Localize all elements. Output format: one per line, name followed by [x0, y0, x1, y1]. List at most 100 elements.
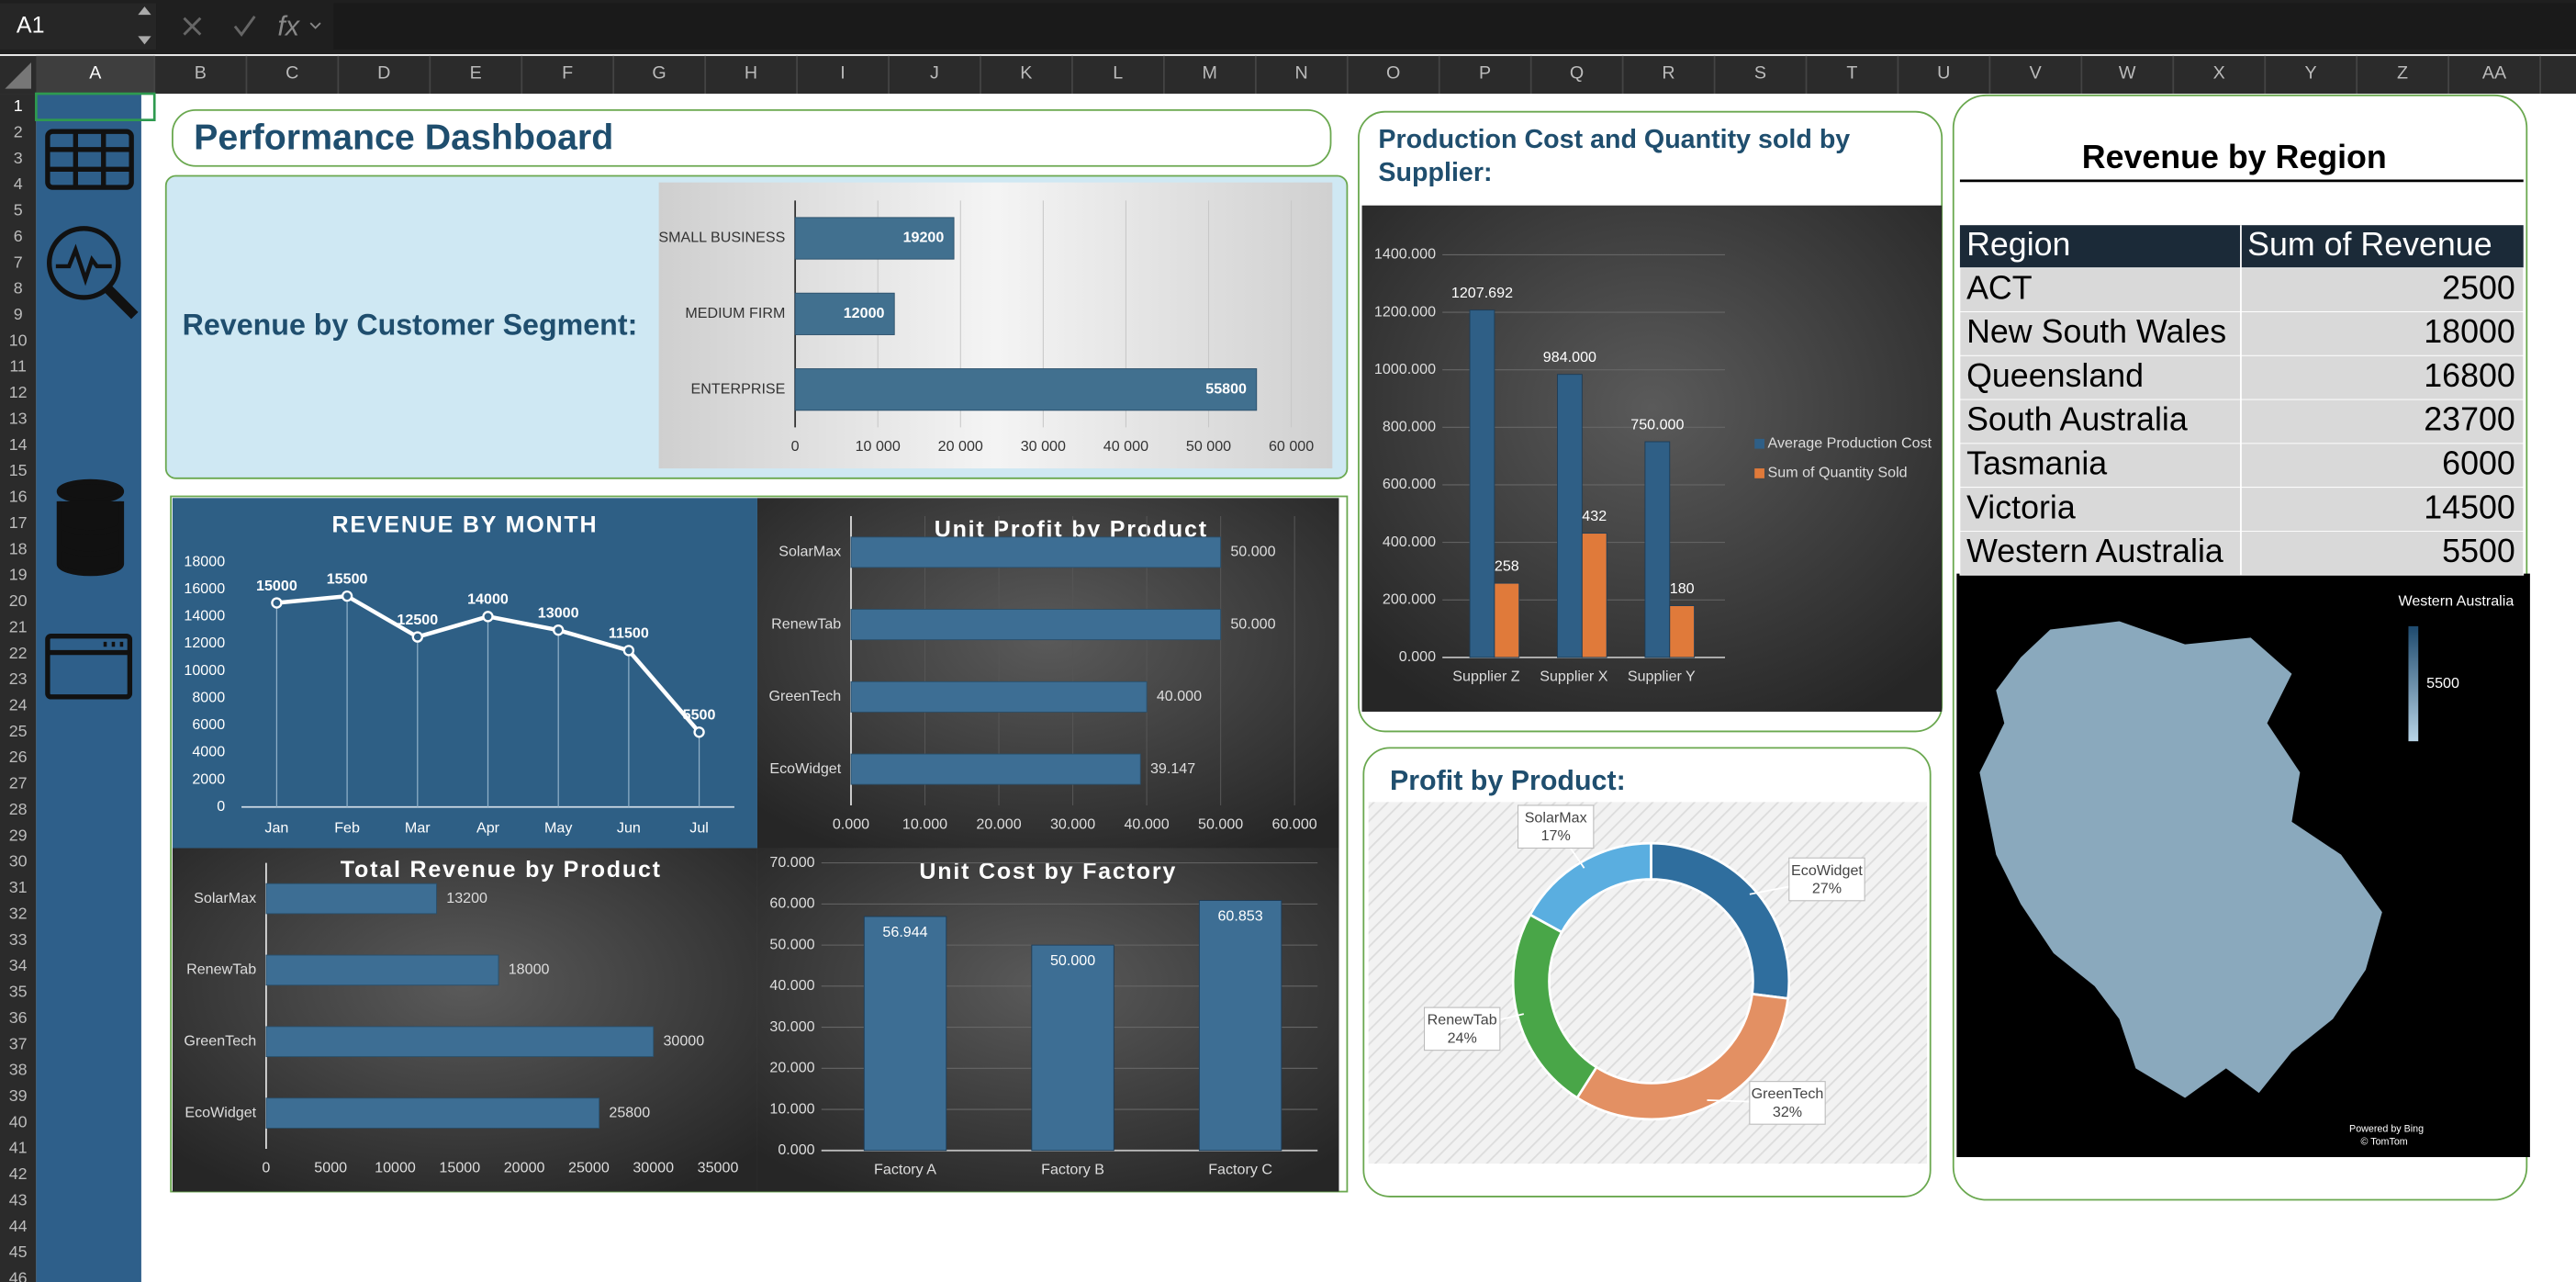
row-header: 15	[9, 461, 28, 479]
row-header: 5	[14, 201, 23, 219]
bar	[1469, 309, 1495, 658]
function-dropdown[interactable]	[309, 22, 321, 29]
y-tick-label: 10.000	[769, 1100, 814, 1117]
category-label: SolarMax	[778, 544, 841, 560]
window-icon[interactable]	[45, 633, 133, 700]
category-label: ENTERPRISE	[691, 380, 786, 397]
y-tick-label: 60.000	[769, 895, 814, 912]
search-icon-handle	[105, 286, 139, 320]
y-tick-label: 4000	[192, 744, 225, 760]
category-label: SolarMax	[194, 890, 256, 906]
function-icon[interactable]: fx	[277, 10, 300, 41]
map-legend-bar	[2408, 625, 2419, 742]
x-tick-label: Jun	[617, 819, 641, 836]
slice-value: 17%	[1541, 827, 1571, 844]
cancel-icon[interactable]	[183, 17, 202, 36]
region-cell: ACT	[1966, 269, 2033, 306]
row-header: 6	[14, 227, 23, 245]
bar	[794, 292, 895, 335]
chart-title: Total Revenue by Product	[341, 857, 662, 883]
point	[411, 631, 423, 643]
revenue-cell: 16800	[2424, 357, 2514, 394]
search-icon[interactable]	[47, 226, 121, 300]
row-header: 28	[9, 800, 28, 818]
month-panel	[172, 498, 757, 849]
x-tick-label: 5000	[314, 1160, 347, 1176]
sidebar-icons	[45, 129, 139, 700]
column-header: N	[1295, 63, 1308, 84]
region-cell: Tasmania	[1966, 444, 2107, 481]
window-icon-bar	[47, 641, 130, 656]
y-tick-label: 0.000	[778, 1141, 814, 1158]
y-tick-label: 40.000	[769, 977, 814, 994]
label-box	[1749, 1081, 1826, 1125]
column-header: E	[470, 63, 482, 84]
map-legend-value: 5500	[2426, 675, 2459, 692]
database-icon[interactable]	[56, 478, 125, 504]
bar	[1581, 533, 1607, 658]
row-header: 40	[9, 1112, 28, 1130]
name-box[interactable]	[0, 3, 157, 50]
y-tick-label: 800.000	[1383, 419, 1436, 435]
row-header: 11	[9, 357, 27, 376]
value-label: 12000	[844, 305, 885, 321]
formula-input[interactable]	[333, 3, 2576, 50]
revenue-cell: 6000	[2442, 444, 2515, 481]
x-tick-label: 10 000	[856, 438, 901, 455]
x-tick-label: 20 000	[938, 438, 983, 455]
point	[341, 590, 353, 602]
x-tick-label: 50.000	[1198, 816, 1243, 833]
column-header: B	[195, 63, 207, 84]
row-header: 35	[9, 983, 28, 1001]
name-box-spinner[interactable]	[138, 6, 151, 45]
y-tick-label: 50.000	[769, 936, 814, 952]
slice-value: 27%	[1812, 881, 1842, 897]
x-tick-label: 20.000	[976, 816, 1021, 833]
region-cell: Western Australia	[1966, 533, 2223, 569]
y-tick-label: 16000	[184, 580, 225, 597]
x-tick-label: 0	[262, 1160, 270, 1176]
table-icon[interactable]	[45, 129, 134, 190]
category-label: GreenTech	[769, 688, 842, 704]
enter-icon[interactable]	[233, 16, 256, 37]
column-header: Z	[2397, 63, 2408, 84]
active-cell	[35, 92, 156, 121]
row-header-bar	[0, 94, 37, 1282]
y-tick-label: 0.000	[1399, 648, 1436, 665]
header-cell: Region	[1966, 226, 2070, 263]
legend-swatch	[1754, 468, 1764, 478]
name-box-text: A1	[17, 12, 45, 38]
row-header: 46	[9, 1269, 28, 1282]
x-tick-label: 15000	[439, 1160, 480, 1176]
value-label: 13000	[538, 605, 579, 622]
row-header: 13	[9, 409, 28, 427]
column-header: D	[377, 63, 390, 84]
value-label: 15000	[256, 578, 297, 594]
map-credit: © TomTom	[2361, 1137, 2408, 1148]
x-tick-label: 30 000	[1021, 438, 1066, 455]
x-tick-label: 40.000	[1124, 816, 1169, 833]
row-header: 37	[9, 1034, 28, 1052]
value-label: 39.147	[1150, 760, 1195, 777]
revenue-cell: 23700	[2424, 401, 2514, 438]
row-header: 12	[9, 383, 28, 401]
column-header: O	[1386, 63, 1400, 84]
region-cell: Queensland	[1966, 357, 2144, 394]
column-header: X	[2213, 63, 2225, 84]
x-tick-label: 50 000	[1186, 438, 1231, 455]
bar	[1669, 605, 1696, 658]
column-header: V	[2030, 63, 2043, 84]
legend-swatch	[1754, 438, 1764, 449]
column-header: G	[652, 63, 666, 84]
value-label: 30000	[663, 1032, 704, 1049]
row-header: 38	[9, 1061, 28, 1079]
x-tick-label: 0.000	[833, 816, 869, 833]
row-header: 16	[9, 488, 28, 506]
region-cell: South Australia	[1966, 401, 2188, 438]
bar	[265, 1026, 655, 1058]
database-icon-body	[56, 500, 125, 577]
row-header: 9	[14, 305, 23, 323]
map-region[interactable]	[1979, 621, 2382, 1098]
x-tick-label: Jan	[264, 819, 288, 836]
